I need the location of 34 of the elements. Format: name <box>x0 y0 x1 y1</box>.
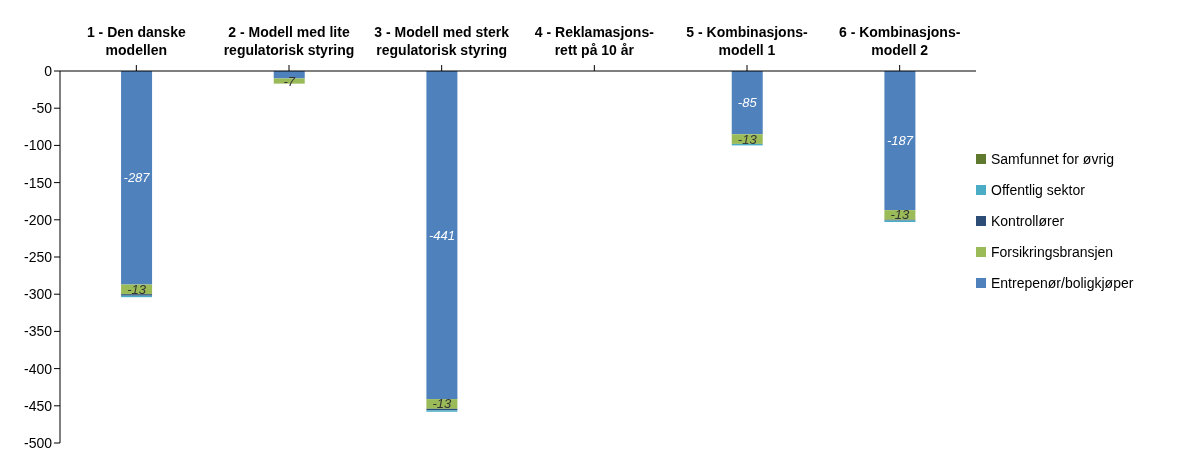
y-tick-label: 0 <box>44 62 53 79</box>
y-tick-label: -50 <box>31 100 53 117</box>
x-tick-label: 1 - Den danske modellen <box>86 24 186 58</box>
y-tick-label: -500 <box>23 434 53 451</box>
x-tick-label: 2 - Modell med lite regulatorisk styring <box>223 24 355 58</box>
data-label: -13 <box>432 396 453 412</box>
data-label: -287 <box>123 170 151 186</box>
data-label: -187 <box>886 133 914 149</box>
x-tick-label: 3 - Modell med sterk regulatorisk styring <box>374 24 510 58</box>
y-tick-label: -100 <box>23 137 53 154</box>
y-tick-label: -400 <box>23 360 53 377</box>
y-tick-label: -150 <box>23 174 53 191</box>
bar <box>731 71 763 135</box>
data-label: -85 <box>737 95 758 111</box>
x-tick-label: 6 - Kombinasjons-modell 2 <box>838 24 961 58</box>
legend-label: Entrepenør/boligkjøper <box>991 274 1134 291</box>
x-tick-label: 4 - Reklamasjons-rett på 10 år <box>534 24 655 58</box>
data-label: -441 <box>428 227 455 243</box>
data-label: -13 <box>890 207 911 223</box>
bar <box>121 71 153 285</box>
legend-label: Samfunnet for øvrig <box>991 150 1114 167</box>
legend-label: Kontrollører <box>991 212 1065 229</box>
bar <box>884 71 916 211</box>
x-tick-label: 5 - Kombinasjons-modell 1 <box>686 24 808 58</box>
y-tick-label: -200 <box>23 211 53 228</box>
y-tick-label: -450 <box>23 397 53 414</box>
y-tick-label: -250 <box>23 248 53 265</box>
y-tick-label: -300 <box>23 286 53 303</box>
legend-label: Forsikringsbransjen <box>991 243 1114 260</box>
y-tick-label: -350 <box>23 323 53 340</box>
bar <box>426 71 458 400</box>
data-label: -13 <box>127 281 147 297</box>
legend-label: Offentlig sektor <box>991 181 1085 198</box>
data-label: -13 <box>737 131 758 147</box>
